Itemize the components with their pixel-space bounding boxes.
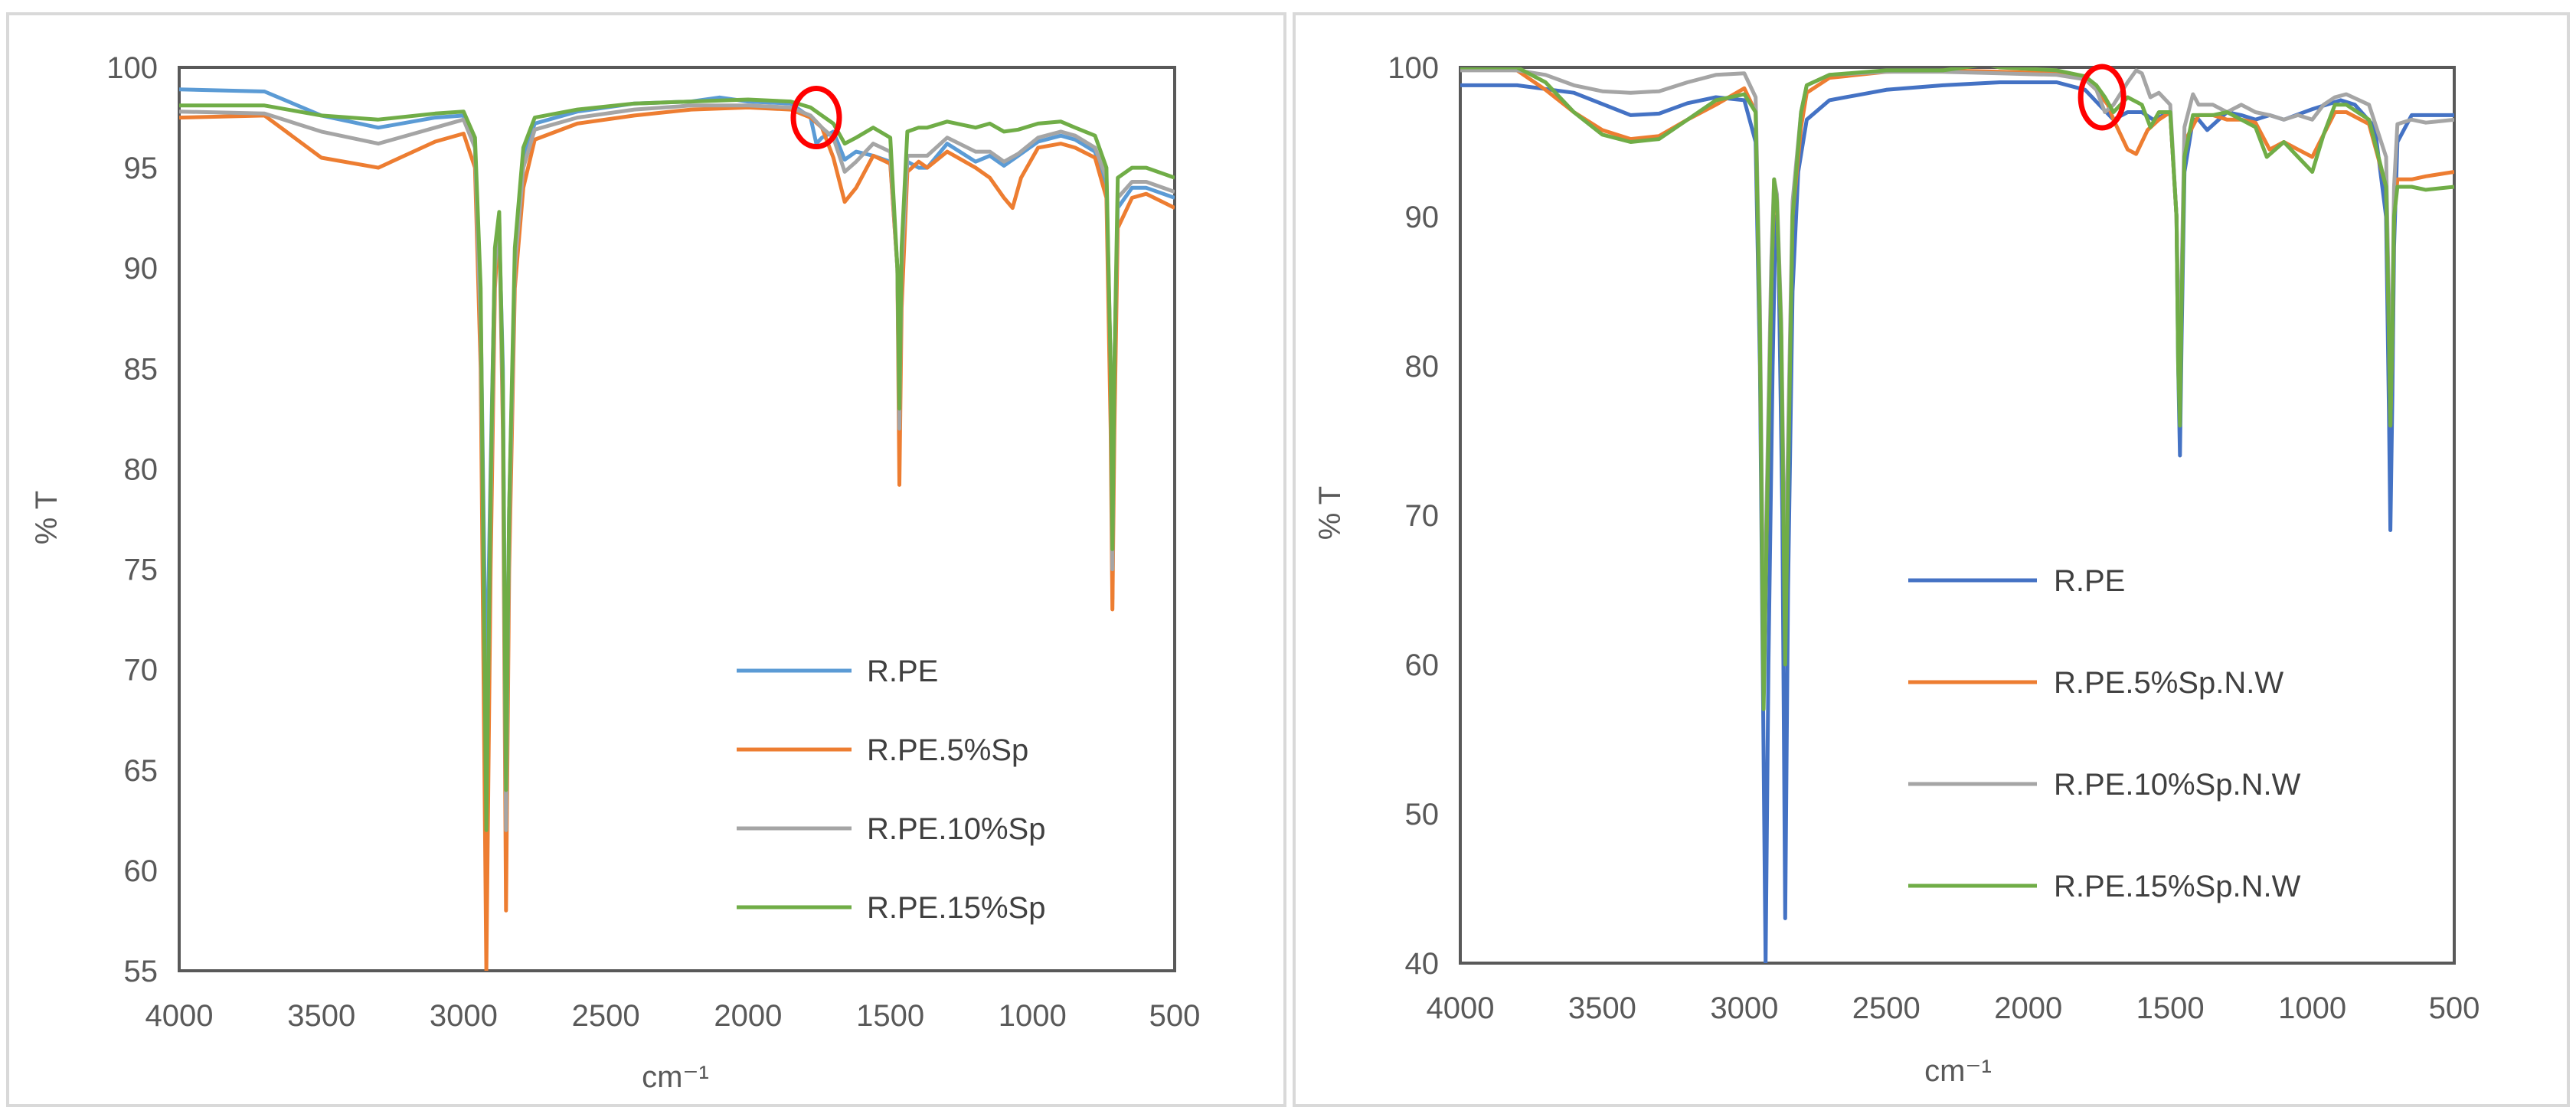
x-tick-label: 3000 [430, 999, 498, 1033]
series-line-r-pe-10-sp-n-w [1460, 68, 2454, 667]
legend-label: R.PE.15%Sp [867, 891, 1045, 925]
x-tick-label: 2000 [714, 999, 782, 1033]
y-tick-label: 80 [1405, 350, 1440, 384]
x-tick-label: 1000 [2278, 991, 2346, 1025]
x-tick-label: 500 [1149, 999, 1201, 1033]
x-tick-label: 3000 [1710, 991, 1778, 1025]
right-chart-panel: 100 90 80 70 60 50 40 4000 3500 3000 2500 2000 1500 1… [1293, 12, 2570, 1107]
left-chart-panel: 100 95 90 85 80 75 70 65 60 55 4000 3500 3000 2500 200… [6, 12, 1286, 1107]
x-tick-label: 500 [2429, 991, 2480, 1025]
legend-label: R.PE.5%Sp [867, 733, 1028, 767]
y-tick-label: 55 [124, 955, 159, 988]
series-line-r-pe-10-sp [179, 103, 1175, 832]
highlight-circle-annotation [790, 86, 842, 150]
legend-label: R.PE.5%Sp.N.W [2054, 666, 2283, 700]
y-tick-label: 95 [124, 152, 159, 185]
x-axis-label: cm⁻¹ [642, 1060, 709, 1094]
series-line-r-pe-15-sp [179, 97, 1175, 832]
y-tick-label: 60 [1405, 648, 1440, 682]
y-tick-label: 60 [124, 854, 159, 888]
x-tick-label: 2000 [1994, 991, 2062, 1025]
y-tick-label: 40 [1405, 947, 1440, 981]
x-tick-label: 1500 [856, 999, 924, 1033]
series-line-r-pe [179, 87, 1175, 792]
x-tick-label: 1500 [2136, 991, 2205, 1025]
y-tick-label: 70 [124, 654, 159, 688]
x-tick-label: 3500 [287, 999, 355, 1033]
series-line-r-pe-15-sp-n-w [1460, 67, 2454, 711]
y-tick-label: 90 [124, 252, 159, 286]
x-tick-label: 4000 [145, 999, 214, 1033]
y-tick-label: 50 [1405, 798, 1440, 831]
x-tick-label: 1000 [999, 999, 1067, 1033]
plot-area-frame [178, 66, 1176, 972]
y-tick-label: 90 [1405, 201, 1440, 234]
x-axis-label: cm⁻¹ [1924, 1054, 1992, 1088]
legend-label: R.PE [2054, 564, 2125, 598]
legend-label: R.PE.10%Sp [867, 812, 1045, 846]
y-tick-label: 100 [1388, 51, 1439, 85]
y-tick-label: 80 [124, 452, 159, 486]
y-tick-label: 70 [1405, 499, 1440, 533]
legend-label: R.PE.10%Sp.N.W [2054, 768, 2301, 802]
series-line-r-pe-5-sp-n-w [1460, 67, 2454, 697]
right-ftir-chart: 100 90 80 70 60 50 40 4000 3500 3000 2500 2000 1500 1… [1313, 51, 2480, 1088]
legend-label: R.PE.15%Sp.N.W [2054, 870, 2301, 903]
x-tick-label: 2500 [572, 999, 640, 1033]
series-line-r-pe [1460, 80, 2454, 963]
highlight-circle-annotation [2077, 64, 2127, 131]
y-tick-label: 75 [124, 554, 159, 587]
x-tick-label: 2500 [1852, 991, 1921, 1025]
legend-label: R.PE [867, 655, 938, 688]
y-axis-label: % T [30, 491, 64, 544]
y-tick-label: 65 [124, 754, 159, 788]
x-tick-label: 3500 [1568, 991, 1636, 1025]
x-tick-label: 4000 [1427, 991, 1495, 1025]
left-ftir-chart: 100 95 90 85 80 75 70 65 60 55 4000 3500 3000 2500 200… [30, 51, 1201, 1094]
y-tick-label: 85 [124, 352, 159, 386]
y-axis-label: % T [1313, 486, 1347, 540]
plot-area-frame [1459, 66, 2456, 965]
y-tick-label: 100 [106, 51, 158, 85]
